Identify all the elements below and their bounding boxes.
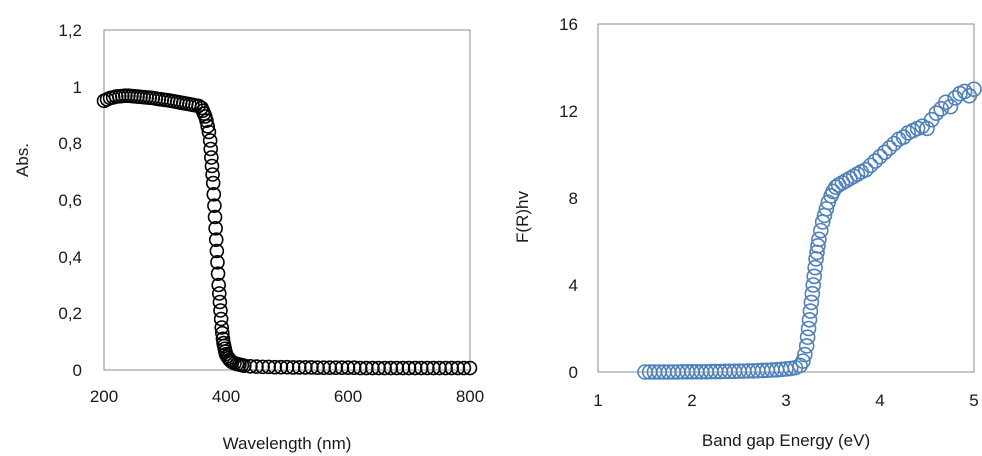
chart1-y-tick-label: 0,4 <box>58 248 82 267</box>
chart2-x-tick-label: 4 <box>875 391 884 410</box>
chart1-y-axis: 0 0,2 0,4 0,6 0,8 1 1,2 <box>58 21 82 380</box>
band-gap-point <box>920 121 934 135</box>
chart1-x-tick-label: 600 <box>334 387 362 406</box>
chart1-y-tick-label: 0,2 <box>58 304 82 323</box>
chart2-y-tick-label: 12 <box>559 102 578 121</box>
chart2-x-tick-label: 3 <box>781 391 790 410</box>
chart2-x-axis: 1 2 3 4 5 <box>593 391 978 410</box>
chart1-y-tick-label: 1,2 <box>58 21 82 40</box>
chart2-y-tick-label: 4 <box>569 276 578 295</box>
chart2-plot-area <box>598 24 974 372</box>
chart2-y-tick-label: 8 <box>569 189 578 208</box>
chart2-x-tick-label: 5 <box>969 391 978 410</box>
chart1-plot-area <box>104 30 470 370</box>
chart1-y-tick-label: 0,8 <box>58 134 82 153</box>
chart1-x-tick-label: 800 <box>456 387 484 406</box>
chart1-x-axis: 200 400 600 800 <box>90 387 484 406</box>
chart1-x-tick-label: 200 <box>90 387 118 406</box>
chart1-y-tick-label: 0 <box>73 361 82 380</box>
chart1-series <box>98 89 477 374</box>
chart2-series <box>638 82 981 379</box>
chart2-y-tick-label: 0 <box>569 363 578 382</box>
chart1-x-tick-label: 400 <box>212 387 240 406</box>
absorbance-chart: 0 0,2 0,4 0,6 0,8 1 1,2 200 400 600 800 … <box>13 21 484 453</box>
chart2-y-axis: 0 4 8 12 16 <box>559 15 578 382</box>
chart2-x-axis-title: Band gap Energy (eV) <box>702 431 870 450</box>
chart2-x-tick-label: 2 <box>687 391 696 410</box>
band-gap-chart: 0 4 8 12 16 1 2 3 4 5 Band gap Energy (e… <box>513 15 981 450</box>
chart1-y-axis-title: Abs. <box>13 143 32 177</box>
chart2-y-axis-title: F(R)hv <box>513 191 532 243</box>
chart1-y-tick-label: 1 <box>73 78 82 97</box>
chart1-y-tick-label: 0,6 <box>58 191 82 210</box>
chart2-x-tick-label: 1 <box>593 391 602 410</box>
chart1-x-axis-title: Wavelength (nm) <box>223 434 352 453</box>
chart2-y-tick-label: 16 <box>559 15 578 34</box>
